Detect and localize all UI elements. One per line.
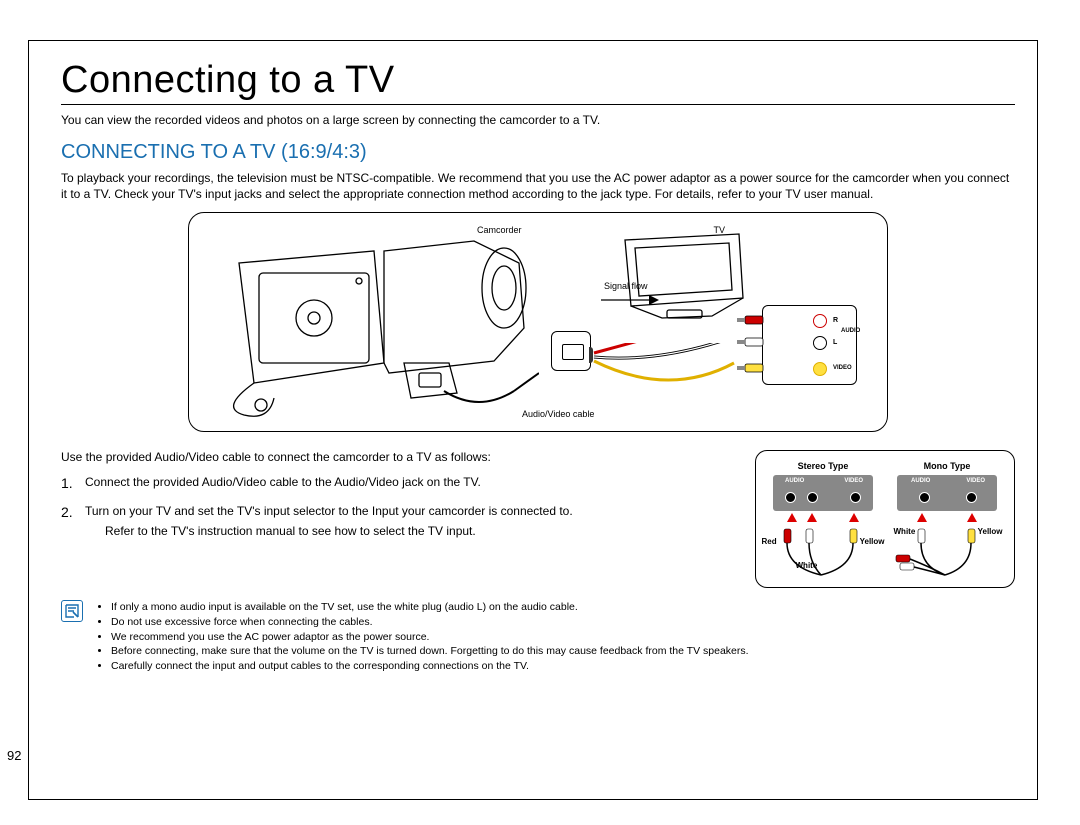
note-item: Before connecting, make sure that the vo… [111, 644, 749, 659]
audio-label: AUDIO [841, 328, 860, 334]
rca-red-icon [813, 314, 827, 328]
stereo-plugs-icon [766, 527, 881, 577]
red-label: Red [762, 537, 777, 546]
connection-diagram: Camcorder TV Signal flow Audio/Video cab… [188, 212, 888, 432]
up-arrow-icon [917, 513, 927, 522]
jack-icon [807, 492, 818, 503]
stereo-type-column: Stereo Type AUDIO VIDEO [766, 461, 881, 577]
up-arrow-icon [807, 513, 817, 522]
audio-label: AUDIO [785, 478, 804, 484]
step-text: Turn on your TV and set the TV's input s… [85, 504, 573, 518]
up-arrow-icon [849, 513, 859, 522]
jack-l-label: L [833, 339, 837, 346]
yellow-label: Yellow [860, 537, 885, 546]
rca-white-icon [813, 336, 827, 350]
mono-jack-panel: AUDIO VIDEO [897, 475, 997, 511]
white-label: White [796, 561, 818, 570]
step-item: 2. Turn on your TV and set the TV's inpu… [61, 503, 737, 549]
tv-icon [617, 228, 747, 323]
mono-plug-row: White Yellow [890, 527, 1005, 577]
step-text: Connect the provided Audio/Video cable t… [85, 474, 481, 493]
step-number: 2. [61, 503, 77, 549]
page-title: Connecting to a TV [61, 59, 1015, 102]
instructions-column: Use the provided Audio/Video cable to co… [61, 450, 737, 588]
video-label: VIDEO [966, 478, 985, 484]
jack-r-label: R [833, 317, 838, 324]
arrows-row [766, 513, 881, 527]
stereo-title: Stereo Type [766, 461, 881, 471]
white-label: White [894, 527, 916, 536]
jack-icon [785, 492, 796, 503]
step-item: 1. Connect the provided Audio/Video cabl… [61, 474, 737, 493]
jack-icon [850, 492, 861, 503]
body-paragraph: To playback your recordings, the televis… [61, 170, 1015, 202]
note-item: Carefully connect the input and output c… [111, 659, 749, 674]
steps-list: 1. Connect the provided Audio/Video cabl… [61, 474, 737, 549]
stereo-jack-panel: AUDIO VIDEO [773, 475, 873, 511]
instructions-lead: Use the provided Audio/Video cable to co… [61, 450, 737, 464]
manual-page: Connecting to a TV You can view the reco… [28, 40, 1038, 800]
rca-yellow-icon [813, 362, 827, 376]
jack-icon [966, 492, 977, 503]
yellow-label: Yellow [978, 527, 1003, 536]
title-divider [61, 104, 1015, 105]
mono-type-column: Mono Type AUDIO VIDEO [890, 461, 1005, 577]
note-item: We recommend you use the AC power adapto… [111, 630, 749, 645]
note-item: Do not use excessive force when connecti… [111, 615, 749, 630]
notes-block: If only a mono audio input is available … [61, 600, 1015, 673]
instructions-row: Use the provided Audio/Video cable to co… [61, 450, 1015, 588]
tv-av-panel: R L AUDIO VIDEO [762, 305, 857, 385]
video-label: VIDEO [833, 365, 852, 371]
jack-icon [919, 492, 930, 503]
video-label: VIDEO [844, 478, 863, 484]
arrows-row [890, 513, 1005, 527]
av-plug-icon [551, 331, 591, 371]
step-subtext: Refer to the TV's instruction manual to … [105, 523, 573, 539]
note-item: If only a mono audio input is available … [111, 600, 749, 615]
step-number: 1. [61, 474, 77, 493]
up-arrow-icon [787, 513, 797, 522]
intro-text: You can view the recorded videos and pho… [61, 113, 1015, 127]
camcorder-icon [219, 233, 539, 418]
note-icon [61, 600, 83, 622]
page-number: 92 [7, 748, 21, 763]
av-cables-icon: R L [589, 343, 769, 423]
mono-title: Mono Type [890, 461, 1005, 471]
notes-list: If only a mono audio input is available … [93, 600, 749, 673]
up-arrow-icon [967, 513, 977, 522]
section-heading: CONNECTING TO A TV (16:9/4:3) [61, 141, 1015, 164]
connection-type-panel: Stereo Type AUDIO VIDEO [755, 450, 1015, 588]
stereo-plug-row: Red White Yellow [766, 527, 881, 577]
audio-label: AUDIO [911, 478, 930, 484]
